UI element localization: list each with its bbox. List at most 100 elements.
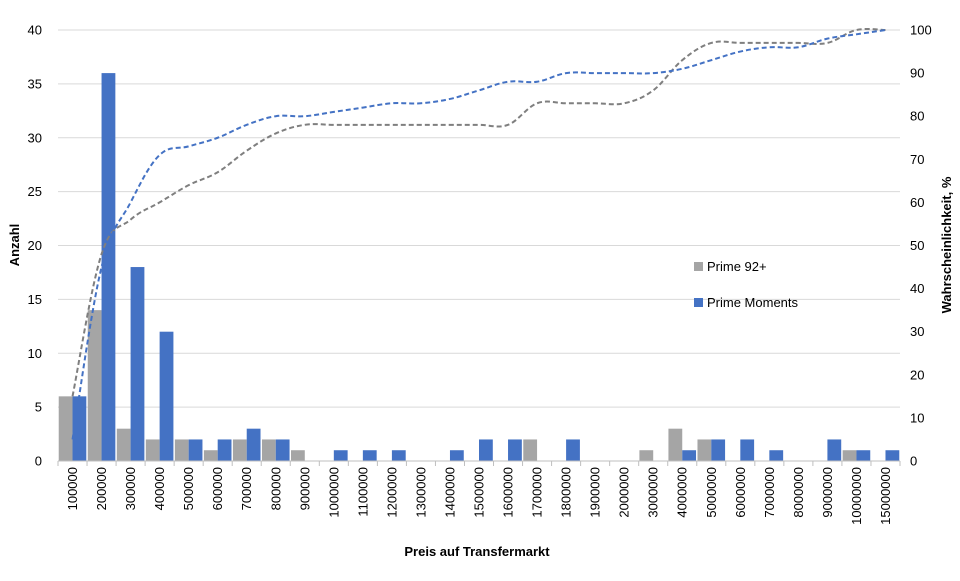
- bar-prime-moments: [130, 267, 145, 461]
- bar-prime-moments: [188, 439, 203, 461]
- x-tick-label: 1600000: [501, 467, 516, 518]
- y2-tick-label: 40: [910, 281, 924, 296]
- bar-prime-moments: [566, 439, 580, 461]
- cumulative-line-blue: [71, 29, 886, 440]
- y2-tick-label: 20: [910, 367, 924, 382]
- y-tick-label: 0: [35, 454, 42, 469]
- y2-tick-label: 70: [910, 152, 924, 167]
- bar-prime-moments: [391, 450, 406, 461]
- bar-prime-92: [87, 310, 102, 461]
- y-tick-label: 15: [28, 292, 42, 307]
- bar-prime-moments: [769, 450, 784, 461]
- x-tick-label: 700000: [239, 467, 254, 510]
- y-tick-label: 10: [28, 346, 42, 361]
- gridlines: [58, 29, 900, 408]
- legend-swatch-prime-92: [694, 262, 703, 271]
- x-tick-label: 10000000: [849, 467, 864, 525]
- y2-tick-label: 60: [910, 195, 924, 210]
- bar-prime-moments: [101, 73, 116, 461]
- x-axis-title: Preis auf Transfermarkt: [404, 544, 550, 559]
- legend-label-prime-92: Prime 92+: [707, 259, 767, 274]
- bar-prime-moments: [333, 450, 348, 461]
- legend-label-prime-moments: Prime Moments: [707, 295, 799, 310]
- x-tick-label: 1900000: [588, 467, 603, 518]
- y-tick-label: 40: [28, 23, 42, 38]
- x-tick-label: 3000000: [646, 467, 661, 518]
- cumulative-line-gray: [71, 27, 886, 397]
- y2-tick-label: 10: [910, 410, 924, 425]
- y2-tick-label: 0: [910, 454, 917, 469]
- x-tick-label: 800000: [268, 467, 283, 510]
- x-tick-label: 9000000: [820, 467, 835, 518]
- bar-prime-moments: [856, 450, 871, 461]
- x-tick-label: 1200000: [384, 467, 399, 518]
- x-tick-label: 1400000: [442, 467, 457, 518]
- bar-prime-moments: [362, 450, 377, 461]
- x-tick-label: 100000: [65, 467, 80, 510]
- bar-prime-moments: [885, 450, 900, 461]
- bar-prime-92: [116, 428, 131, 461]
- bar-prime-92: [174, 439, 189, 461]
- y-tick-label: 35: [28, 76, 42, 91]
- x-tick-label: 1500000: [472, 467, 487, 518]
- bar-prime-moments: [508, 439, 522, 461]
- x-tick-label: 1300000: [413, 467, 428, 518]
- bar-prime-92: [668, 428, 683, 461]
- x-tick-label: 8000000: [791, 467, 806, 518]
- bar-prime-moments: [740, 439, 755, 461]
- legend: Prime 92+ Prime Moments: [694, 259, 799, 310]
- y-tick-label: 25: [28, 184, 42, 199]
- y2-tick-label: 90: [910, 66, 924, 81]
- y2-tick-label: 80: [910, 109, 924, 124]
- y2-tick-label: 30: [910, 324, 924, 339]
- x-tick-label: 1000000: [326, 467, 341, 518]
- y-axis-title: Anzahl: [7, 224, 22, 267]
- y-tick-label: 5: [35, 400, 42, 415]
- y-tick-label: 20: [28, 238, 42, 253]
- x-tick-label: 4000000: [675, 467, 690, 518]
- bar-prime-moments: [449, 450, 464, 461]
- bar-prime-92: [523, 439, 538, 461]
- x-tick-label: 400000: [152, 467, 167, 510]
- x-tick-label: 5000000: [704, 467, 719, 518]
- bar-prime-moments: [711, 439, 726, 461]
- legend-swatch-prime-moments: [694, 298, 703, 307]
- x-tick-label: 15000000: [878, 467, 893, 525]
- x-tick-label: 600000: [210, 467, 225, 510]
- bar-prime-92: [58, 396, 73, 461]
- bar-prime-92: [290, 450, 305, 461]
- bars: [58, 73, 900, 461]
- y-tick-label: 30: [28, 130, 42, 145]
- x-tick-label: 7000000: [762, 467, 777, 518]
- x-tick-label: 1100000: [355, 467, 370, 517]
- bar-prime-moments: [827, 439, 842, 461]
- x-tick-label: 1800000: [559, 467, 574, 518]
- x-tick-label: 6000000: [733, 467, 748, 518]
- x-tick-label: 2000000: [617, 467, 632, 518]
- bar-prime-92: [232, 439, 247, 461]
- x-tick-label: 300000: [123, 467, 138, 510]
- y2-tick-label: 100: [910, 23, 932, 38]
- y2-axis-title: Wahrscheinlichkeit, %: [939, 176, 954, 313]
- bar-prime-moments: [159, 331, 174, 461]
- bar-prime-moments: [682, 450, 697, 461]
- bar-prime-92: [145, 439, 160, 461]
- y2-tick-label: 50: [910, 238, 924, 253]
- x-tick-label: 900000: [297, 467, 312, 510]
- bar-prime-92: [203, 450, 218, 461]
- bar-prime-92: [842, 450, 857, 461]
- axes: [57, 460, 901, 466]
- x-tick-label: 200000: [94, 467, 109, 510]
- cumulative-lines: [71, 27, 886, 440]
- x-tick-label: 1700000: [530, 467, 545, 518]
- bar-prime-moments: [479, 439, 493, 461]
- tick-labels: 0 5 10 15 20 25 30 35 40 0 10 20 30 40 50 60 70 80 90 100 10…: [28, 23, 932, 525]
- bar-prime-92: [639, 450, 654, 461]
- bar-prime-92: [261, 439, 276, 461]
- bar-prime-moments: [246, 428, 261, 461]
- bar-prime-92: [697, 439, 712, 461]
- bar-prime-moments: [217, 439, 232, 461]
- x-tick-label: 500000: [181, 467, 196, 510]
